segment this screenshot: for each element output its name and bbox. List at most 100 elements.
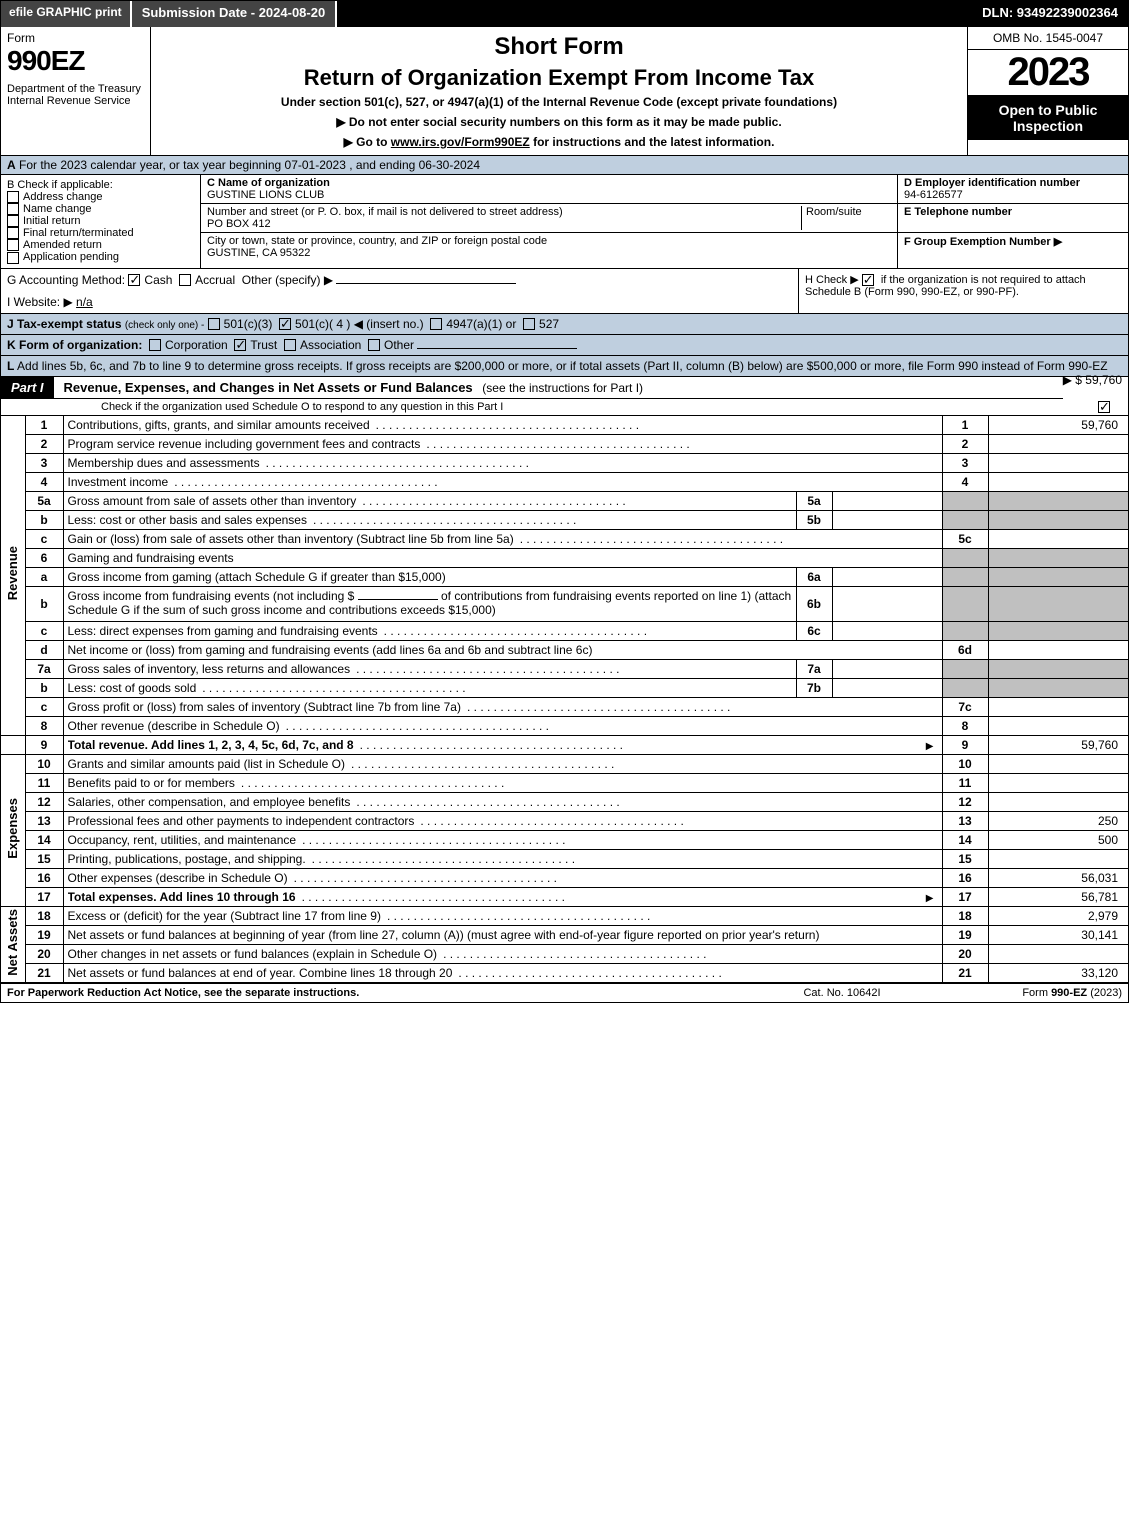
l13-box: 13 <box>942 811 988 830</box>
l8-num: 8 <box>25 716 63 735</box>
chk-other-org[interactable] <box>368 339 380 351</box>
l11-amt <box>988 773 1128 792</box>
opt-501c: 501(c)( 4 ) ◀ (insert no.) <box>295 317 424 331</box>
note-link: ▶ Go to www.irs.gov/Form990EZ for instru… <box>161 135 957 149</box>
part1-table: Revenue 1 Contributions, gifts, grants, … <box>1 416 1128 983</box>
chk-trust[interactable] <box>234 339 246 351</box>
l18-box: 18 <box>942 906 988 925</box>
l19-desc: Net assets or fund balances at beginning… <box>68 928 820 942</box>
efile-print-button[interactable]: efile GRAPHIC print <box>1 1 132 27</box>
chk-amended-return[interactable] <box>7 239 19 251</box>
l9-desc: Total revenue. Add lines 1, 2, 3, 4, 5c,… <box>68 738 354 752</box>
l5b-desc: Less: cost or other basis and sales expe… <box>68 513 307 527</box>
l6b-blank[interactable] <box>358 599 438 600</box>
other-org-line[interactable] <box>417 348 577 349</box>
other-specify-line[interactable] <box>336 283 516 284</box>
part1-tab: Part I <box>1 377 54 398</box>
footer-right-post: (2023) <box>1087 987 1122 999</box>
l17-desc: Total expenses. Add lines 10 through 16 <box>68 890 296 904</box>
chk-527[interactable] <box>523 318 535 330</box>
note-ssn: ▶ Do not enter social security numbers o… <box>161 115 957 129</box>
l16-num: 16 <box>25 868 63 887</box>
l7b-ibox: 7b <box>796 678 832 697</box>
l15-desc: Printing, publications, postage, and shi… <box>68 852 306 866</box>
g-label: G Accounting Method: <box>7 273 125 287</box>
l6-desc: Gaming and fundraising events <box>63 548 942 567</box>
chk-schedule-o[interactable] <box>1098 401 1110 413</box>
chk-cash[interactable] <box>128 274 140 286</box>
l5c-amt <box>988 529 1128 548</box>
l4-num: 4 <box>25 472 63 491</box>
note2-pre: ▶ Go to <box>344 135 391 149</box>
chk-501c[interactable] <box>279 318 291 330</box>
l6a-num: a <box>25 567 63 586</box>
c-name-label: C Name of organization <box>207 177 891 189</box>
i-label: I Website: ▶ <box>7 295 73 309</box>
f-group-label: F Group Exemption Number ▶ <box>904 235 1122 248</box>
expenses-side-label: Expenses <box>1 754 25 906</box>
short-form-title: Short Form <box>161 33 957 61</box>
l1-amt: 59,760 <box>988 416 1128 435</box>
opt-4947: 4947(a)(1) or <box>446 317 516 331</box>
l12-num: 12 <box>25 792 63 811</box>
chk-name-change[interactable] <box>7 203 19 215</box>
chk-final-return[interactable] <box>7 227 19 239</box>
section-c: C Name of organization GUSTINE LIONS CLU… <box>201 175 898 268</box>
chk-corp[interactable] <box>149 339 161 351</box>
part1-header: Part I Revenue, Expenses, and Changes in… <box>1 377 1063 399</box>
l5a-iamt[interactable] <box>832 491 942 510</box>
chk-address-change[interactable] <box>7 191 19 203</box>
l17-num: 17 <box>25 887 63 906</box>
irs-link[interactable]: www.irs.gov/Form990EZ <box>391 135 530 149</box>
l6b-iamt[interactable] <box>832 586 942 621</box>
l1-box: 1 <box>942 416 988 435</box>
l20-desc: Other changes in net assets or fund bala… <box>68 947 438 961</box>
l6b-ibox: 6b <box>796 586 832 621</box>
l7b-num: b <box>25 678 63 697</box>
l17-amt: 56,781 <box>988 887 1128 906</box>
website-value: n/a <box>76 295 93 309</box>
chk-initial-return[interactable] <box>7 215 19 227</box>
l16-box: 16 <box>942 868 988 887</box>
open-public-badge: Open to Public Inspection <box>968 96 1128 140</box>
form-word: Form <box>7 31 144 45</box>
form-number: 990EZ <box>7 45 144 77</box>
l5b-iamt[interactable] <box>832 510 942 529</box>
l7c-num: c <box>25 697 63 716</box>
l5c-desc: Gain or (loss) from sale of assets other… <box>68 532 514 546</box>
l18-desc: Excess or (deficit) for the year (Subtra… <box>68 909 381 923</box>
l8-desc: Other revenue (describe in Schedule O) <box>68 719 280 733</box>
chk-application-pending[interactable] <box>7 252 19 264</box>
chk-accrual[interactable] <box>179 274 191 286</box>
org-name: GUSTINE LIONS CLUB <box>207 189 891 201</box>
l6a-desc: Gross income from gaming (attach Schedul… <box>68 570 446 584</box>
l6c-desc: Less: direct expenses from gaming and fu… <box>68 624 378 638</box>
l19-amt: 30,141 <box>988 925 1128 944</box>
chk-4947[interactable] <box>430 318 442 330</box>
l15-amt <box>988 849 1128 868</box>
l6b-desc1: Gross income from fundraising events (no… <box>68 589 355 603</box>
k-label: K Form of organization: <box>7 338 142 352</box>
l14-box: 14 <box>942 830 988 849</box>
topbar-spacer <box>337 1 972 27</box>
opt-cash: Cash <box>144 273 172 287</box>
opt-other: Other (specify) ▶ <box>242 273 333 287</box>
opt-trust: Trust <box>250 338 277 352</box>
l6c-iamt[interactable] <box>832 621 942 640</box>
l7a-iamt[interactable] <box>832 659 942 678</box>
l12-box: 12 <box>942 792 988 811</box>
l4-box: 4 <box>942 472 988 491</box>
l11-box: 11 <box>942 773 988 792</box>
chk-assoc[interactable] <box>284 339 296 351</box>
l19-num: 19 <box>25 925 63 944</box>
chk-schedule-b[interactable] <box>862 274 874 286</box>
chk-501c3[interactable] <box>208 318 220 330</box>
l3-num: 3 <box>25 453 63 472</box>
l7a-num: 7a <box>25 659 63 678</box>
l7b-iamt[interactable] <box>832 678 942 697</box>
l6a-iamt[interactable] <box>832 567 942 586</box>
l13-amt: 250 <box>988 811 1128 830</box>
l21-amt: 33,120 <box>988 963 1128 982</box>
header-right: OMB No. 1545-0047 2023 Open to Public In… <box>968 27 1128 155</box>
l7c-amt <box>988 697 1128 716</box>
